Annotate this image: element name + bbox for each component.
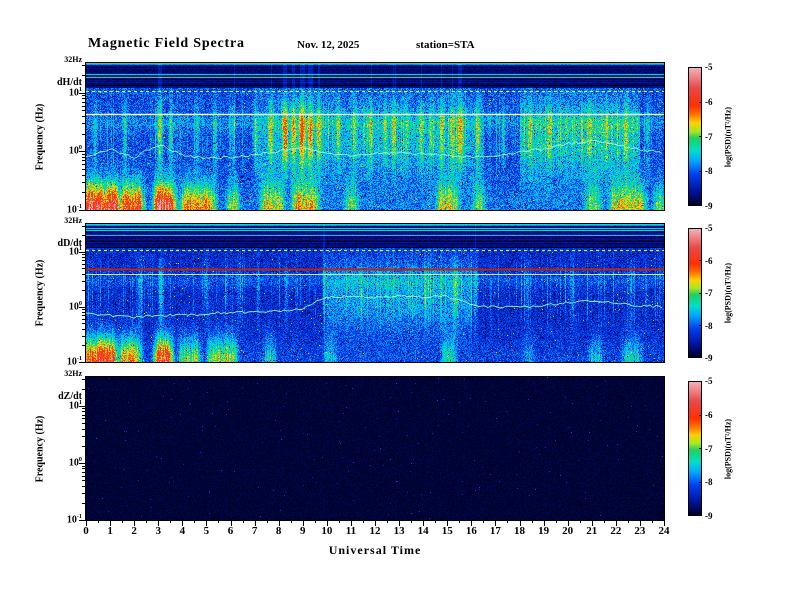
y-tick-base: 10 (68, 400, 79, 412)
y-tick-base: 10 (66, 514, 77, 526)
y-tick-exponent: 0 (78, 299, 82, 307)
colorbar-tick-label: -5 (705, 223, 713, 233)
spectrogram-canvas-dhdt (85, 62, 665, 211)
x-tick-label: 5 (203, 525, 210, 537)
x-tick-label: 13 (393, 525, 405, 537)
y-tick-exponent: -1 (76, 355, 82, 362)
x-tick-label: 8 (275, 525, 282, 537)
x-tick-label: 6 (227, 525, 234, 537)
colorbar-tick-label: -5 (705, 62, 713, 72)
x-tick-label: 11 (345, 525, 357, 537)
x-tick-label: 3 (155, 525, 162, 537)
y-tick-base: 10 (68, 301, 79, 313)
colorbar-tick-label: -8 (705, 477, 713, 488)
x-axis-title: Universal Time (328, 543, 422, 557)
y-tick-exponent: 1 (78, 398, 82, 406)
colorbar-tick-label: -7 (705, 443, 713, 454)
y-tick-exponent: -1 (76, 513, 82, 520)
freq-axis-title: Frequency (Hz) (34, 103, 46, 170)
colorbar-title: log(PSD)(nT²/Hz) (723, 106, 733, 167)
colorbar-title: log(PSD)(nT²/Hz) (723, 262, 733, 324)
spectrogram-canvas-dddt (85, 223, 665, 363)
y-tick-base: 10 (68, 246, 79, 258)
colorbar-tick-label: -6 (705, 409, 713, 420)
x-tick-label: 14 (417, 525, 429, 537)
y-tick-label: 10-1 (46, 513, 82, 525)
colorbar-tick-label: -5 (705, 376, 713, 386)
colorbar-canvas-dhdt (688, 67, 702, 206)
x-tick-label: 21 (586, 525, 598, 537)
x-tick-label: 19 (538, 525, 550, 537)
panel-label-dddt: dD/dt (57, 238, 82, 249)
y-tick-label: 101 (46, 245, 82, 257)
x-tick-label: 22 (610, 525, 622, 537)
freq-axis-title: Frequency (Hz) (34, 259, 46, 327)
spectrogram-canvas-dzdt (85, 376, 665, 521)
y-tick-label: 100 (46, 300, 82, 312)
y-top-frequency-label: 32Hz (64, 369, 82, 378)
x-tick-label: 24 (658, 525, 670, 537)
colorbar-canvas-dddt (688, 228, 702, 358)
y-tick-label: 101 (46, 399, 82, 411)
x-tick-label: 4 (179, 525, 186, 537)
y-tick-exponent: 0 (78, 144, 82, 152)
colorbar-tick-label: -8 (705, 320, 713, 331)
x-tick-label: 7 (251, 525, 258, 537)
x-tick-label: 0 (83, 525, 89, 537)
y-tick-base: 10 (66, 204, 77, 216)
x-tick-label: 1 (107, 525, 113, 537)
x-tick-label: 9 (300, 525, 306, 537)
y-tick-exponent: 1 (78, 244, 82, 252)
y-tick-label: 100 (46, 144, 82, 156)
figure-title: Magnetic Field Spectra (88, 36, 245, 51)
y-tick-label: 10-1 (46, 203, 82, 215)
colorbar-tick-label: -6 (705, 255, 713, 266)
colorbar-title: log(PSD)(nT²/Hz) (723, 418, 733, 479)
colorbar-tick-label: -9 (705, 353, 713, 363)
y-top-frequency-label: 32Hz (64, 216, 82, 225)
panel-label-dhdt: dH/dt (56, 77, 82, 88)
figure-date: Nov. 12, 2025 (297, 39, 360, 51)
y-tick-base: 10 (68, 86, 79, 98)
station-label: station=STA (416, 39, 475, 51)
freq-axis-title: Frequency (Hz) (34, 415, 46, 482)
x-tick-label: 10 (321, 525, 333, 537)
y-top-frequency-label: 32Hz (64, 55, 82, 64)
y-tick-label: 100 (46, 456, 82, 468)
colorbar-tick-label: -9 (705, 201, 713, 211)
colorbar-tick-label: -9 (705, 511, 713, 521)
colorbar-tick-label: -6 (705, 96, 713, 107)
x-tick-label: 23 (634, 525, 646, 537)
x-tick-label: 12 (369, 525, 381, 537)
y-tick-exponent: 0 (78, 455, 82, 463)
panel-label-dzdt: dZ/dt (58, 391, 82, 402)
y-tick-exponent: 1 (78, 85, 82, 93)
y-tick-base: 10 (66, 356, 77, 368)
x-tick-label: 20 (562, 525, 574, 537)
x-tick-label: 2 (131, 525, 137, 537)
x-tick-label: 18 (514, 525, 525, 537)
y-tick-label: 10-1 (46, 355, 82, 367)
colorbar-tick-label: -7 (705, 131, 713, 142)
y-tick-base: 10 (68, 457, 79, 469)
y-tick-exponent: -1 (76, 203, 82, 210)
y-tick-base: 10 (68, 145, 79, 157)
colorbar-canvas-dzdt (688, 381, 702, 516)
x-tick-label: 15 (441, 525, 453, 537)
x-tick-label: 16 (465, 525, 477, 537)
y-tick-label: 101 (46, 86, 82, 98)
colorbar-tick-label: -7 (705, 288, 713, 298)
colorbar-tick-label: -8 (705, 166, 713, 177)
x-tick-label: 17 (489, 525, 501, 537)
